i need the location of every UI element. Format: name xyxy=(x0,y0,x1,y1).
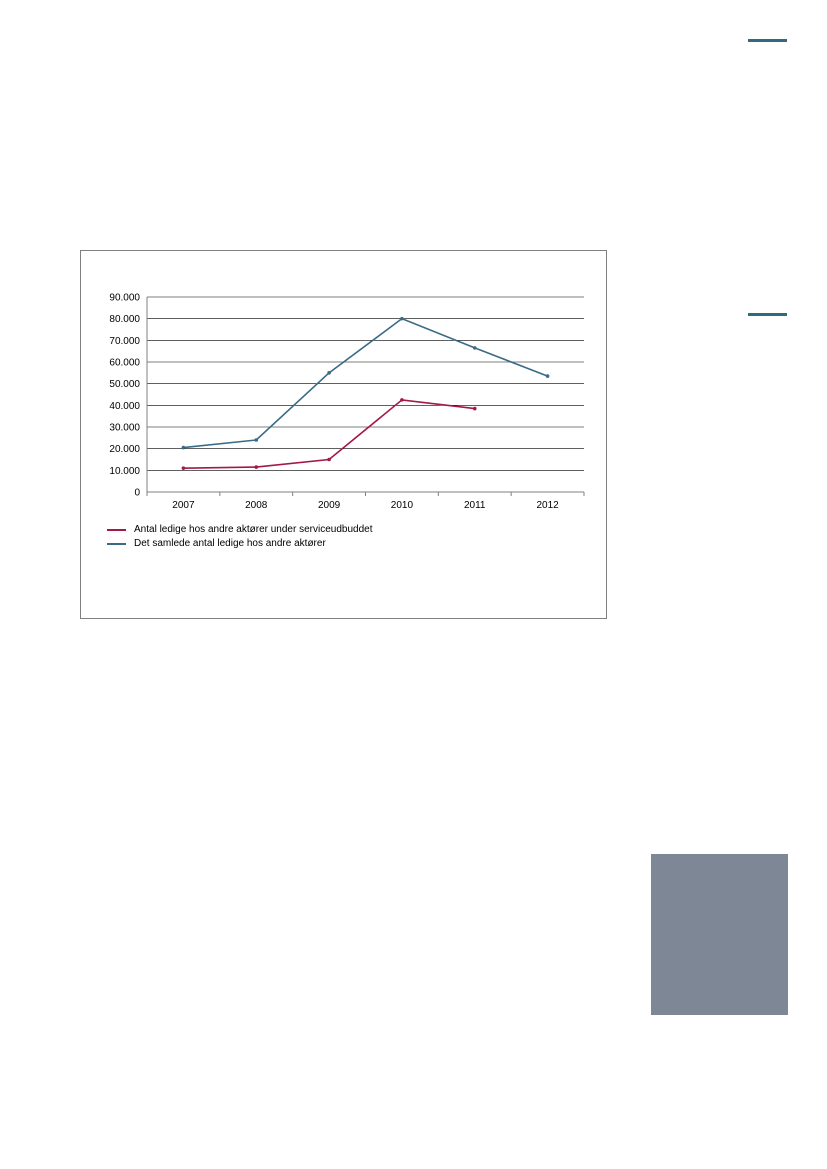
legend-swatch-series-2 xyxy=(107,542,126,545)
x-tick-label: 2009 xyxy=(318,500,341,511)
y-tick-label: 60.000 xyxy=(109,358,140,369)
legend-label-series-1: Antal ledige hos andre aktører under ser… xyxy=(134,524,373,535)
line-chart: 0 10.000 20.000 30.000 40.000 50.000 60.000 70.… xyxy=(109,293,585,511)
data-point xyxy=(181,466,186,470)
legend-item-series-1: Antal ledige hos andre aktører under ser… xyxy=(107,524,372,535)
x-tick-label: 2010 xyxy=(391,500,414,511)
data-point xyxy=(472,406,477,411)
y-tick-label: 40.000 xyxy=(109,401,140,412)
legend-swatch-series-1 xyxy=(107,528,126,531)
x-tick-label: 2011 xyxy=(464,500,486,511)
legend-item-series-2: Det samlede antal ledige hos andre aktør… xyxy=(107,538,326,549)
header-accent-bar xyxy=(748,39,787,42)
data-point xyxy=(254,465,259,469)
y-tick-label: 90.000 xyxy=(109,293,140,304)
y-tick-label: 80.000 xyxy=(109,314,140,325)
x-tick-label: 2007 xyxy=(172,500,195,511)
data-point xyxy=(400,398,404,402)
y-tick-label: 50.000 xyxy=(109,379,140,390)
data-point xyxy=(181,445,186,450)
y-tick-label: 10.000 xyxy=(109,466,140,477)
section-accent-bar xyxy=(748,313,787,316)
x-tick-label: 2008 xyxy=(245,500,268,511)
data-point xyxy=(254,438,259,442)
data-point xyxy=(327,371,331,375)
y-tick-label: 20.000 xyxy=(109,444,140,455)
chart-frame: 0 10.000 20.000 30.000 40.000 50.000 60.000 70.… xyxy=(80,250,607,619)
data-point xyxy=(472,346,477,350)
data-point xyxy=(545,374,550,378)
x-tick-label: 2012 xyxy=(536,500,559,511)
y-tick-label: 30.000 xyxy=(109,423,140,434)
side-block xyxy=(651,854,788,1015)
series-line-2 xyxy=(183,317,548,449)
y-tick-label: 0 xyxy=(134,488,140,499)
legend-label-series-2: Det samlede antal ledige hos andre aktør… xyxy=(134,538,326,549)
data-point xyxy=(400,316,404,321)
y-tick-label: 70.000 xyxy=(109,336,140,347)
data-point xyxy=(327,457,331,462)
